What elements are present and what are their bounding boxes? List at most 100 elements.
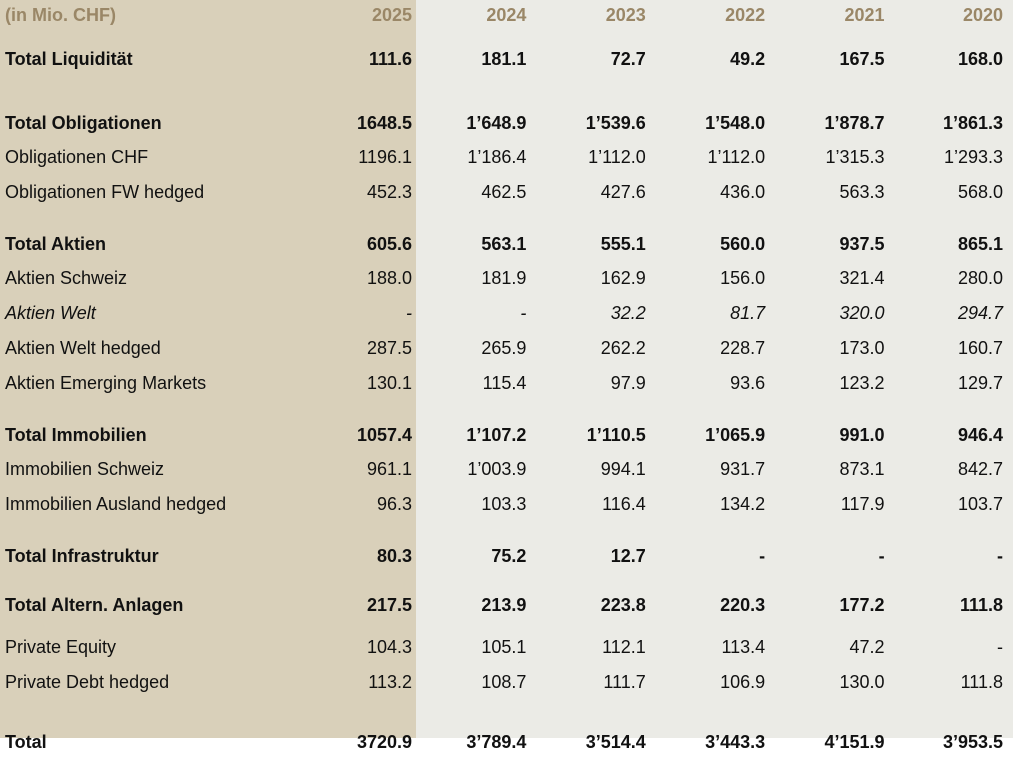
cell-value: 1’112.0: [707, 147, 766, 167]
cell-value: 262.2: [600, 338, 646, 358]
row-label: Total Altern. Anlagen: [5, 595, 184, 615]
cell-value: 223.8: [600, 595, 646, 615]
row-label: Total Immobilien: [5, 425, 147, 445]
cell-value: 555.1: [600, 234, 646, 254]
cell-value: 287.5: [366, 338, 412, 358]
cell-value: 563.3: [839, 182, 885, 202]
cell-value: 12.7: [610, 546, 646, 566]
cell-value: 103.3: [481, 494, 527, 514]
cell-value: 80.3: [376, 546, 412, 566]
year-header: 2023: [605, 4, 646, 25]
cell-value: 1’110.5: [586, 425, 646, 445]
cell-value: 47.2: [849, 637, 885, 657]
row-label: Private Equity: [5, 637, 117, 657]
cell-value: 123.2: [839, 373, 885, 393]
row-label: Aktien Welt hedged: [5, 338, 161, 358]
cell-value: 3’443.3: [705, 732, 766, 752]
row-label: Obligationen FW hedged: [5, 182, 205, 202]
year-header: 2020: [962, 4, 1003, 25]
cell-value: 931.7: [720, 459, 766, 479]
cell-value: 217.5: [366, 595, 412, 615]
cell-value: 1’065.9: [705, 425, 766, 445]
row-label: Total: [5, 732, 47, 752]
cell-value: 115.4: [482, 373, 527, 393]
table-row: Immobilien Schweiz 961.1 1’003.9 994.1 9…: [0, 452, 1013, 487]
cell-value: 961.1: [366, 459, 412, 479]
cell-value: 81.7: [730, 303, 766, 323]
table-row: Aktien Schweiz 188.0 181.9 162.9 156.0 3…: [0, 261, 1013, 296]
year-header: 2022: [725, 4, 766, 25]
cell-value: 32.2: [610, 303, 646, 323]
table-row-total-altern-anlagen: Total Altern. Anlagen 217.5 213.9 223.8 …: [0, 573, 1013, 630]
table-background: [416, 0, 1013, 738]
row-label: Aktien Schweiz: [5, 268, 128, 288]
cell-value: 1648.5: [356, 113, 412, 133]
table-row: Private Equity 104.3 105.1 112.1 113.4 4…: [0, 630, 1013, 665]
row-label: Aktien Emerging Markets: [5, 373, 207, 393]
cell-value: 605.6: [366, 234, 412, 254]
cell-value: 129.7: [957, 373, 1003, 393]
cell-value: 75.2: [491, 546, 527, 566]
cell-value: 452.3: [366, 182, 412, 202]
cell-value: -: [997, 637, 1003, 657]
cell-value: 1’315.3: [825, 147, 885, 167]
cell-value: 865.1: [957, 234, 1003, 254]
cell-value: 111.6: [368, 49, 412, 69]
year-header: 2021: [844, 4, 885, 25]
cell-value: 116.4: [602, 494, 646, 514]
cell-value: 1’878.7: [824, 113, 885, 133]
cell-value: 563.1: [481, 234, 527, 254]
cell-value: 134.2: [720, 494, 766, 514]
cell-value: 436.0: [720, 182, 766, 202]
table-row: Aktien Welt hedged 287.5 265.9 262.2 228…: [0, 331, 1013, 366]
year-header: 2025: [371, 4, 412, 25]
cell-value: 108.7: [481, 672, 527, 692]
table-row-total-obligationen: Total Obligationen 1648.5 1’648.9 1’539.…: [0, 89, 1013, 140]
table-row: Obligationen FW hedged 452.3 462.5 427.6…: [0, 175, 1013, 210]
cell-value: 113.4: [721, 637, 766, 657]
cell-value: 97.9: [610, 373, 646, 393]
cell-value: -: [759, 546, 766, 566]
cell-value: 130.1: [366, 373, 412, 393]
cell-value: 49.2: [730, 49, 766, 69]
cell-value: 1’648.9: [466, 113, 527, 133]
cell-value: 842.7: [957, 459, 1003, 479]
cell-value: 937.5: [839, 234, 885, 254]
cell-value: 1’293.3: [943, 147, 1003, 167]
table-row-grand-total: Total 3720.9 3’789.4 3’514.4 3’443.3 4’1…: [0, 700, 1013, 763]
cell-value: -: [520, 303, 527, 323]
cell-value: 1’112.0: [588, 147, 646, 167]
table-row: Immobilien Ausland hedged 96.3 103.3 116…: [0, 487, 1013, 522]
cell-value: 168.0: [957, 49, 1003, 69]
cell-value: 96.3: [376, 494, 412, 514]
cell-value: 228.7: [720, 338, 766, 358]
table-row: Obligationen CHF 1196.1 1’186.4 1’112.0 …: [0, 140, 1013, 175]
cell-value: 3720.9: [356, 732, 412, 752]
unit-label: (in Mio. CHF): [5, 4, 116, 25]
cell-value: -: [878, 546, 885, 566]
cell-value: 103.7: [957, 494, 1003, 514]
cell-value: 104.3: [366, 637, 412, 657]
cell-value: 1196.1: [358, 147, 412, 167]
cell-value: 991.0: [839, 425, 885, 445]
cell-value: 1057.4: [356, 425, 412, 445]
cell-value: 220.3: [720, 595, 766, 615]
cell-value: 160.7: [957, 338, 1003, 358]
header-row: (in Mio. CHF) 2025 2024 2023 2022 2021 2…: [0, 0, 1013, 30]
cell-value: 162.9: [600, 268, 646, 288]
cell-value: -: [997, 546, 1003, 566]
table-row-total-infrastruktur: Total Infrastruktur 80.3 75.2 12.7 - - -: [0, 522, 1013, 573]
cell-value: 320.0: [839, 303, 885, 323]
cell-value: 111.7: [603, 672, 646, 692]
cell-value: 72.7: [610, 49, 646, 69]
cell-value: 112.1: [602, 637, 646, 657]
row-label: Immobilien Schweiz: [5, 459, 165, 479]
cell-value: 1’861.3: [942, 113, 1003, 133]
row-label: Aktien Welt: [5, 303, 96, 323]
cell-value: 427.6: [600, 182, 646, 202]
row-label: Obligationen CHF: [5, 147, 149, 167]
cell-value: 113.2: [368, 672, 412, 692]
table-row: Aktien Emerging Markets 130.1 115.4 97.9…: [0, 366, 1013, 401]
cell-value: 3’514.4: [585, 732, 646, 752]
table-row: Private Debt hedged 113.2 108.7 111.7 10…: [0, 665, 1013, 700]
